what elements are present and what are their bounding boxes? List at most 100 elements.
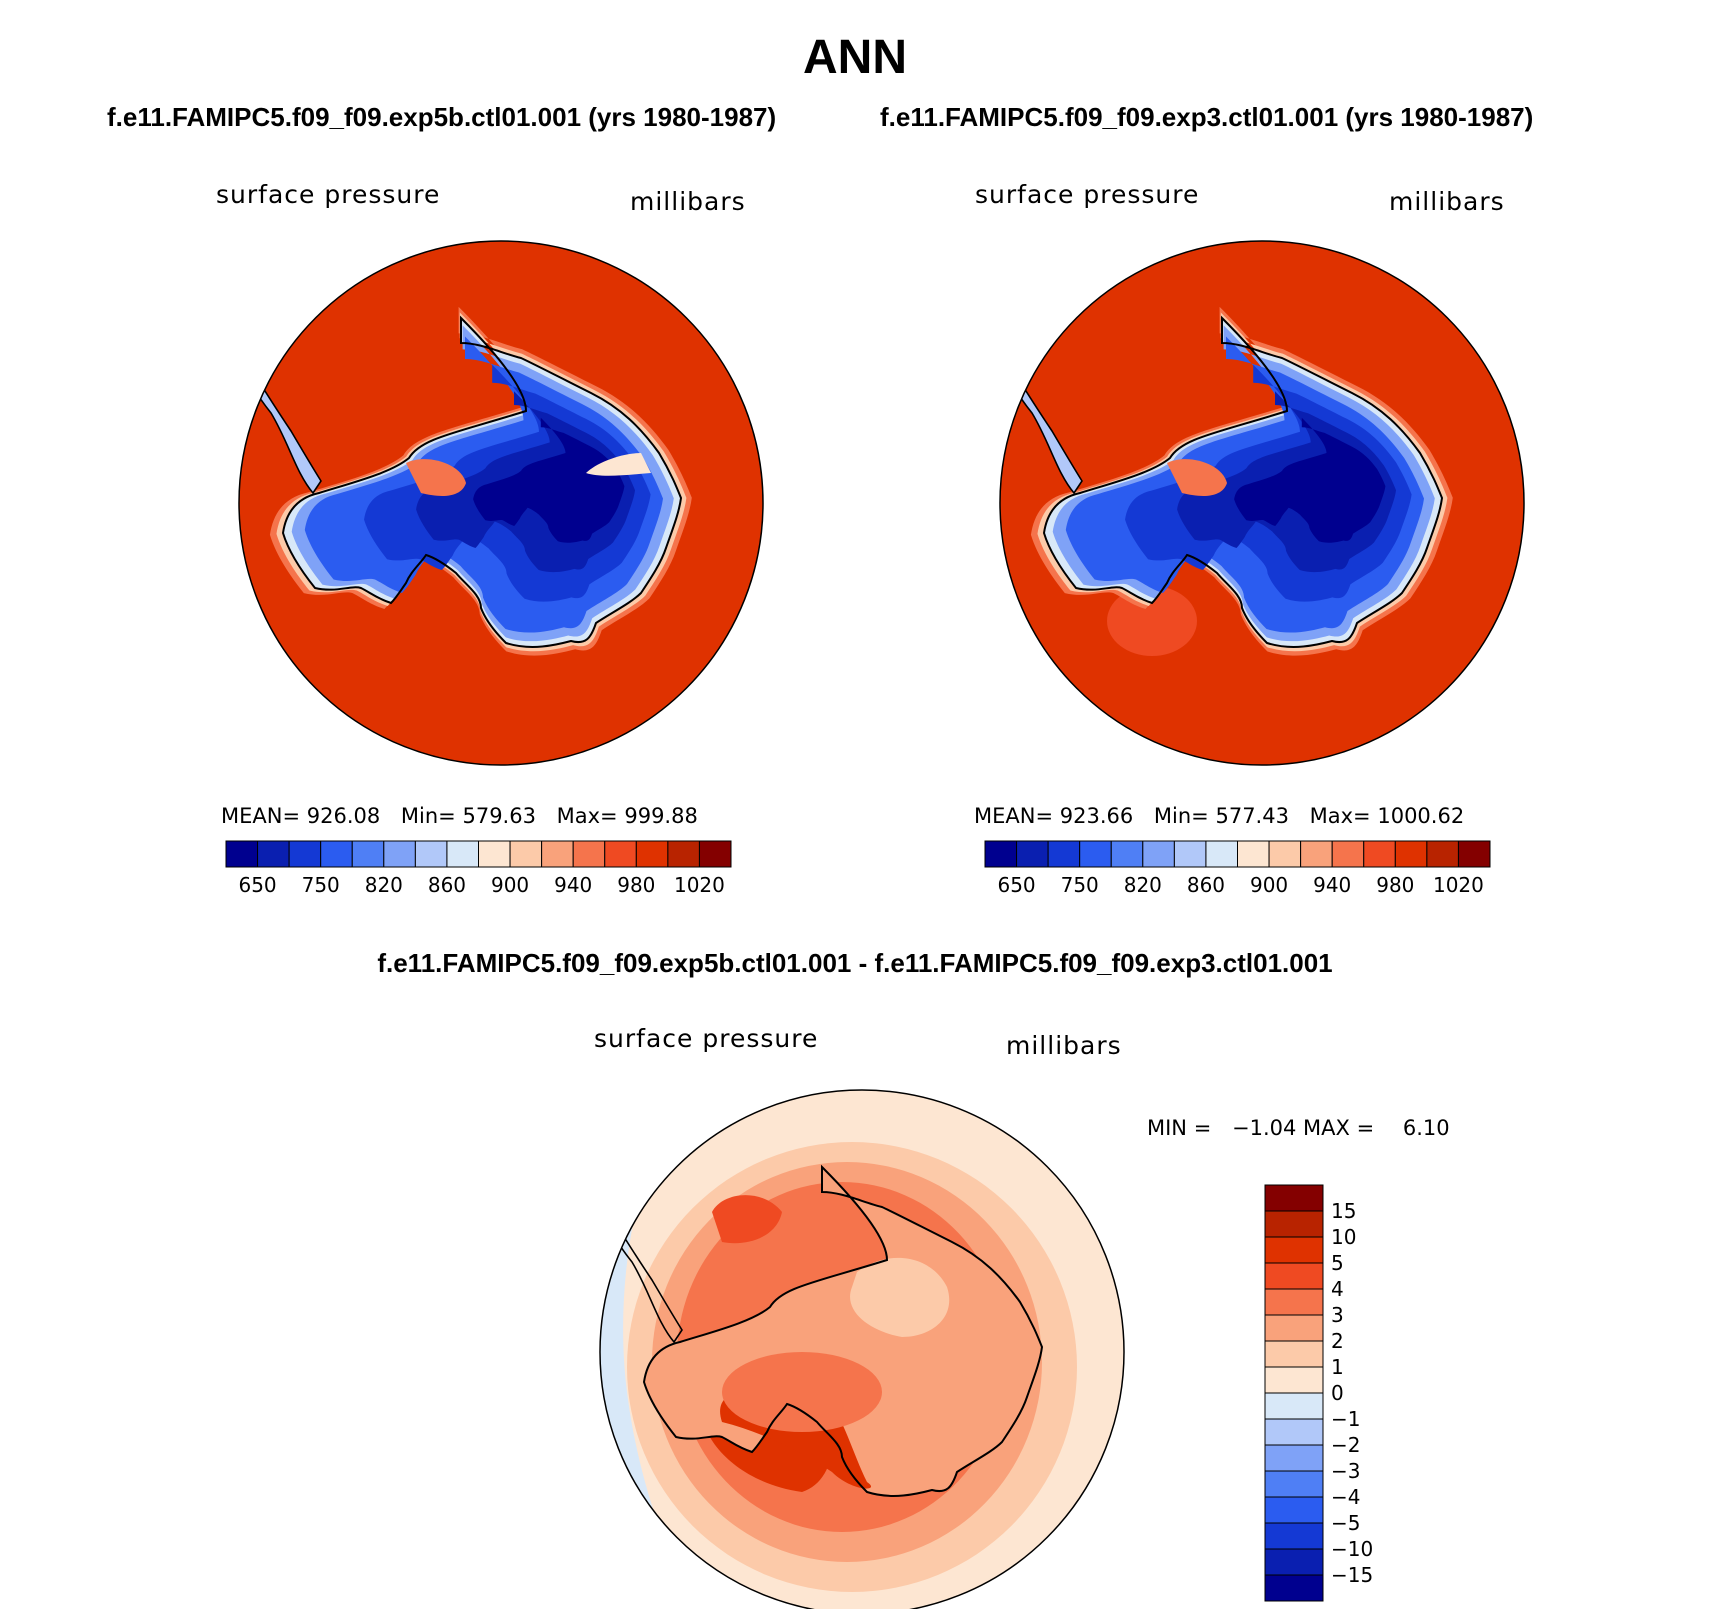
colorbar-swatch xyxy=(414,840,448,868)
stats-left: MEAN= 926.08 Min= 579.63 Max= 999.88 xyxy=(221,804,698,828)
colorbar-swatch xyxy=(1268,840,1302,868)
colorbar-tick-label: 940 xyxy=(554,873,593,897)
colorbar-swatch xyxy=(1264,1262,1324,1290)
colorbar-tick-label: 5 xyxy=(1331,1251,1344,1275)
colorbar-diff xyxy=(1264,1184,1324,1602)
colorbar-swatch xyxy=(1457,840,1491,868)
map-panel-diff xyxy=(599,1089,1125,1609)
colorbar-swatch xyxy=(1016,840,1049,868)
colorbar-swatch xyxy=(1300,840,1333,868)
min-value-left: 579.63 xyxy=(462,804,536,828)
min-value-right: 577.43 xyxy=(1215,804,1289,828)
colorbar-swatch xyxy=(1264,1184,1324,1212)
colorbar-tick-label: 650 xyxy=(997,873,1036,897)
colorbar-tick-label: 1020 xyxy=(1432,873,1484,897)
colorbar-swatch xyxy=(1110,840,1144,868)
colorbar-tick-label: 980 xyxy=(617,873,656,897)
colorbar-tick-label: 650 xyxy=(238,873,277,897)
colorbar-swatch xyxy=(1079,840,1112,868)
colorbar-tick-label: 820 xyxy=(364,873,403,897)
colorbar-swatch xyxy=(572,840,606,868)
min-label-left: Min= xyxy=(400,804,456,828)
variable-label-diff: surface pressure xyxy=(594,1024,819,1053)
case-title-right: f.e11.FAMIPC5.f09_f09.exp3.ctl01.001 (yr… xyxy=(880,102,1534,132)
colorbar-swatch xyxy=(1264,1288,1324,1316)
colorbar-swatch xyxy=(478,840,511,868)
mean-label-left: MEAN= xyxy=(221,804,301,828)
colorbar-tick-label: 3 xyxy=(1331,1303,1344,1327)
mean-label-right: MEAN= xyxy=(974,804,1054,828)
colorbar-swatch xyxy=(1264,1366,1324,1394)
max-value-diff: 6.10 xyxy=(1402,1116,1450,1140)
colorbar-swatch xyxy=(1264,1548,1324,1576)
mean-value-right: 923.66 xyxy=(1059,804,1134,828)
colorbar-swatch xyxy=(667,840,700,868)
colorbar-tick-label: −4 xyxy=(1331,1485,1361,1509)
colorbar-swatch xyxy=(351,840,385,868)
colorbar-tick-label: −2 xyxy=(1331,1433,1361,1457)
colorbar-tick-label: 900 xyxy=(1249,873,1289,897)
colorbar-tick-label: −5 xyxy=(1331,1511,1361,1535)
variable-label-right: surface pressure xyxy=(975,180,1200,209)
colorbar-tick-label: 1020 xyxy=(673,873,725,897)
colorbar-swatch xyxy=(1264,1522,1324,1550)
colorbar-swatch xyxy=(446,840,479,868)
case-title-left: f.e11.FAMIPC5.f09_f09.exp5b.ctl01.001 (y… xyxy=(107,102,777,132)
colorbar-swatch xyxy=(1047,840,1081,868)
colorbar-tick-label: −15 xyxy=(1331,1563,1374,1587)
colorbar-swatch xyxy=(1363,840,1396,868)
colorbar-tick-label: −3 xyxy=(1331,1459,1361,1483)
units-label-diff: millibars xyxy=(1006,1031,1122,1060)
min-value-diff: −1.04 xyxy=(1231,1116,1297,1140)
colorbar-swatch xyxy=(984,840,1018,868)
colorbar-tick-label: 4 xyxy=(1331,1277,1344,1301)
colorbar-swatch xyxy=(1426,840,1459,868)
map-panel-right xyxy=(999,240,1525,766)
colorbar-swatch xyxy=(698,840,732,868)
colorbar-swatch xyxy=(1264,1418,1324,1446)
colorbar-tick-label: −10 xyxy=(1331,1537,1374,1561)
colorbar-swatch xyxy=(1173,840,1207,868)
colorbar-tick-label: 750 xyxy=(1060,873,1099,897)
colorbar-swatch xyxy=(1264,1496,1324,1524)
colorbar-tick-label: 1 xyxy=(1331,1355,1344,1379)
colorbar-left xyxy=(225,840,732,868)
stats-right: MEAN= 923.66 Min= 577.43 Max= 1000.62 xyxy=(974,804,1464,828)
min-label-diff: MIN = xyxy=(1147,1116,1212,1140)
colorbar-swatch xyxy=(1264,1392,1324,1420)
colorbar-swatch xyxy=(1237,840,1270,868)
colorbar-swatch xyxy=(1264,1314,1324,1342)
colorbar-swatch xyxy=(288,840,322,868)
colorbar-tick-label: 15 xyxy=(1331,1199,1357,1223)
units-label-right: millibars xyxy=(1389,187,1505,216)
units-label-left: millibars xyxy=(630,187,746,216)
colorbar-swatch xyxy=(1264,1470,1324,1498)
colorbar-right xyxy=(984,840,1491,868)
colorbar-swatch xyxy=(1205,840,1238,868)
max-value-left: 999.88 xyxy=(624,804,698,828)
mean-value-left: 926.08 xyxy=(306,804,381,828)
colorbar-tick-label: 940 xyxy=(1313,873,1352,897)
colorbar-swatch xyxy=(509,840,543,868)
colorbar-tick-label: 750 xyxy=(301,873,340,897)
max-label-diff: MAX = xyxy=(1303,1116,1375,1140)
colorbar-tick-label: 0 xyxy=(1331,1381,1344,1405)
colorbar-swatch xyxy=(225,840,259,868)
map-panel-left xyxy=(238,240,764,766)
max-label-left: Max= xyxy=(556,804,618,828)
colorbar-swatch xyxy=(1264,1444,1324,1472)
colorbar-swatch xyxy=(1264,1340,1324,1368)
colorbar-swatch xyxy=(1142,840,1175,868)
stats-diff: MIN = −1.04 MAX = 6.10 xyxy=(1147,1116,1450,1140)
colorbar-swatch xyxy=(1394,840,1428,868)
max-label-right: Max= xyxy=(1309,804,1371,828)
colorbar-swatch xyxy=(1264,1210,1324,1238)
colorbar-swatch xyxy=(1264,1236,1324,1264)
colorbar-swatch xyxy=(1264,1574,1324,1602)
min-label-right: Min= xyxy=(1153,804,1209,828)
colorbar-swatch xyxy=(383,840,416,868)
colorbar-tick-label: −1 xyxy=(1331,1407,1361,1431)
colorbar-swatch xyxy=(320,840,353,868)
colorbar-tick-label: 860 xyxy=(427,873,467,897)
